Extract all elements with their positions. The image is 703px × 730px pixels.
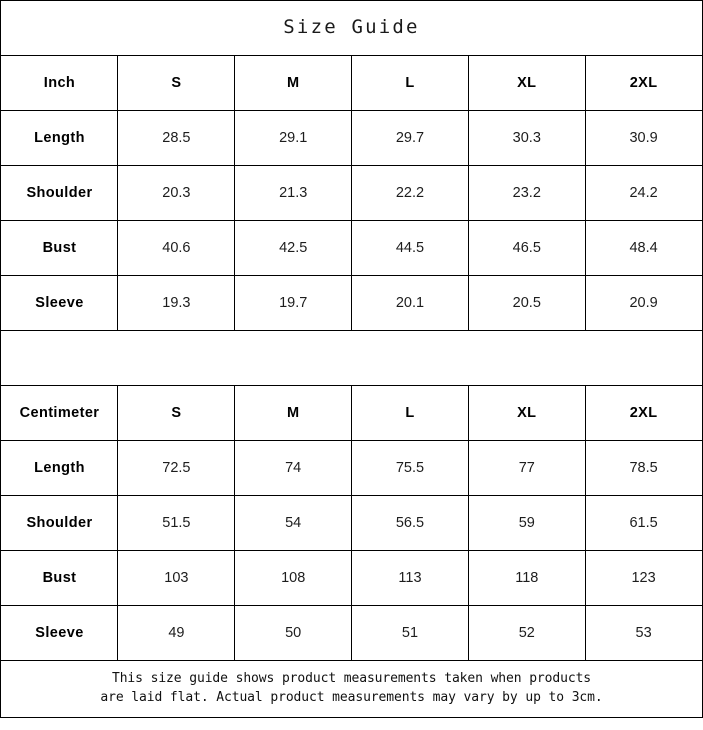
cm-bust-l: 113: [351, 550, 469, 606]
inch-shoulder-l: 22.2: [351, 165, 469, 221]
inch-length-m: 29.1: [234, 110, 353, 166]
spacer-row: [0, 330, 703, 386]
cm-bust-m: 108: [234, 550, 353, 606]
inch-row-label-bust: Bust: [0, 220, 119, 276]
cm-sleeve-xl: 52: [467, 605, 586, 661]
cm-shoulder-m: 54: [234, 495, 353, 551]
cm-column-header-s: S: [117, 385, 236, 441]
cm-length-m: 74: [234, 440, 353, 496]
inch-sleeve-2xl: 20.9: [584, 275, 703, 331]
cm-sleeve-m: 50: [234, 605, 353, 661]
inch-sleeve-m: 19.7: [234, 275, 353, 331]
inch-unit-label: Inch: [0, 55, 119, 111]
table-row: Shoulder 20.3 21.3 22.2 23.2 24.2: [0, 165, 703, 221]
inch-shoulder-xl: 23.2: [467, 165, 586, 221]
footer-note-text: This size guide shows product measuremen…: [100, 671, 603, 705]
cm-length-s: 72.5: [117, 440, 236, 496]
cm-column-header-m: M: [234, 385, 353, 441]
inch-bust-l: 44.5: [351, 220, 469, 276]
table-row: Sleeve 19.3 19.7 20.1 20.5 20.9: [0, 275, 703, 331]
cm-sleeve-s: 49: [117, 605, 236, 661]
cm-column-header-2xl: 2XL: [584, 385, 703, 441]
cm-bust-2xl: 123: [584, 550, 703, 606]
table-row: Length 72.5 74 75.5 77 78.5: [0, 440, 703, 496]
cm-shoulder-l: 56.5: [351, 495, 469, 551]
inch-column-header-2xl: 2XL: [584, 55, 703, 111]
inch-bust-s: 40.6: [117, 220, 236, 276]
cm-length-xl: 77: [467, 440, 586, 496]
cm-column-header-l: L: [351, 385, 469, 441]
table-row: Shoulder 51.5 54 56.5 59 61.5: [0, 495, 703, 551]
footer-note: This size guide shows product measuremen…: [0, 660, 703, 718]
inch-column-header-s: S: [117, 55, 236, 111]
cm-row-label-sleeve: Sleeve: [0, 605, 119, 661]
cm-shoulder-xl: 59: [467, 495, 586, 551]
inch-column-header-l: L: [351, 55, 469, 111]
inch-bust-xl: 46.5: [467, 220, 586, 276]
table-row: Bust 40.6 42.5 44.5 46.5 48.4: [0, 220, 703, 276]
inch-row-label-length: Length: [0, 110, 119, 166]
inch-column-header-xl: XL: [467, 55, 586, 111]
centimeter-unit-label: Centimeter: [0, 385, 119, 441]
inch-header-row: Inch S M L XL 2XL: [0, 55, 703, 111]
inch-length-l: 29.7: [351, 110, 469, 166]
inch-bust-2xl: 48.4: [584, 220, 703, 276]
inch-length-s: 28.5: [117, 110, 236, 166]
inch-length-2xl: 30.9: [584, 110, 703, 166]
cm-shoulder-s: 51.5: [117, 495, 236, 551]
cm-column-header-xl: XL: [467, 385, 586, 441]
table-spacer: [0, 330, 703, 386]
cm-row-label-bust: Bust: [0, 550, 119, 606]
inch-row-label-sleeve: Sleeve: [0, 275, 119, 331]
inch-shoulder-s: 20.3: [117, 165, 236, 221]
inch-row-label-shoulder: Shoulder: [0, 165, 119, 221]
centimeter-header-row: Centimeter S M L XL 2XL: [0, 385, 703, 441]
inch-sleeve-xl: 20.5: [467, 275, 586, 331]
cm-sleeve-2xl: 53: [584, 605, 703, 661]
inch-bust-m: 42.5: [234, 220, 353, 276]
cm-sleeve-l: 51: [351, 605, 469, 661]
table-row: Bust 103 108 113 118 123: [0, 550, 703, 606]
page-title-text: Size Guide: [283, 16, 420, 38]
table-row: Sleeve 49 50 51 52 53: [0, 605, 703, 661]
cm-bust-xl: 118: [467, 550, 586, 606]
inch-shoulder-m: 21.3: [234, 165, 353, 221]
cm-row-label-length: Length: [0, 440, 119, 496]
inch-sleeve-l: 20.1: [351, 275, 469, 331]
cm-length-2xl: 78.5: [584, 440, 703, 496]
cm-bust-s: 103: [117, 550, 236, 606]
title-row: Size Guide: [0, 0, 703, 56]
page-title: Size Guide: [0, 0, 703, 56]
table-row: Length 28.5 29.1 29.7 30.3 30.9: [0, 110, 703, 166]
cm-length-l: 75.5: [351, 440, 469, 496]
inch-column-header-m: M: [234, 55, 353, 111]
inch-sleeve-s: 19.3: [117, 275, 236, 331]
cm-shoulder-2xl: 61.5: [584, 495, 703, 551]
footer-note-row: This size guide shows product measuremen…: [0, 660, 703, 718]
cm-row-label-shoulder: Shoulder: [0, 495, 119, 551]
inch-length-xl: 30.3: [467, 110, 586, 166]
inch-shoulder-2xl: 24.2: [584, 165, 703, 221]
